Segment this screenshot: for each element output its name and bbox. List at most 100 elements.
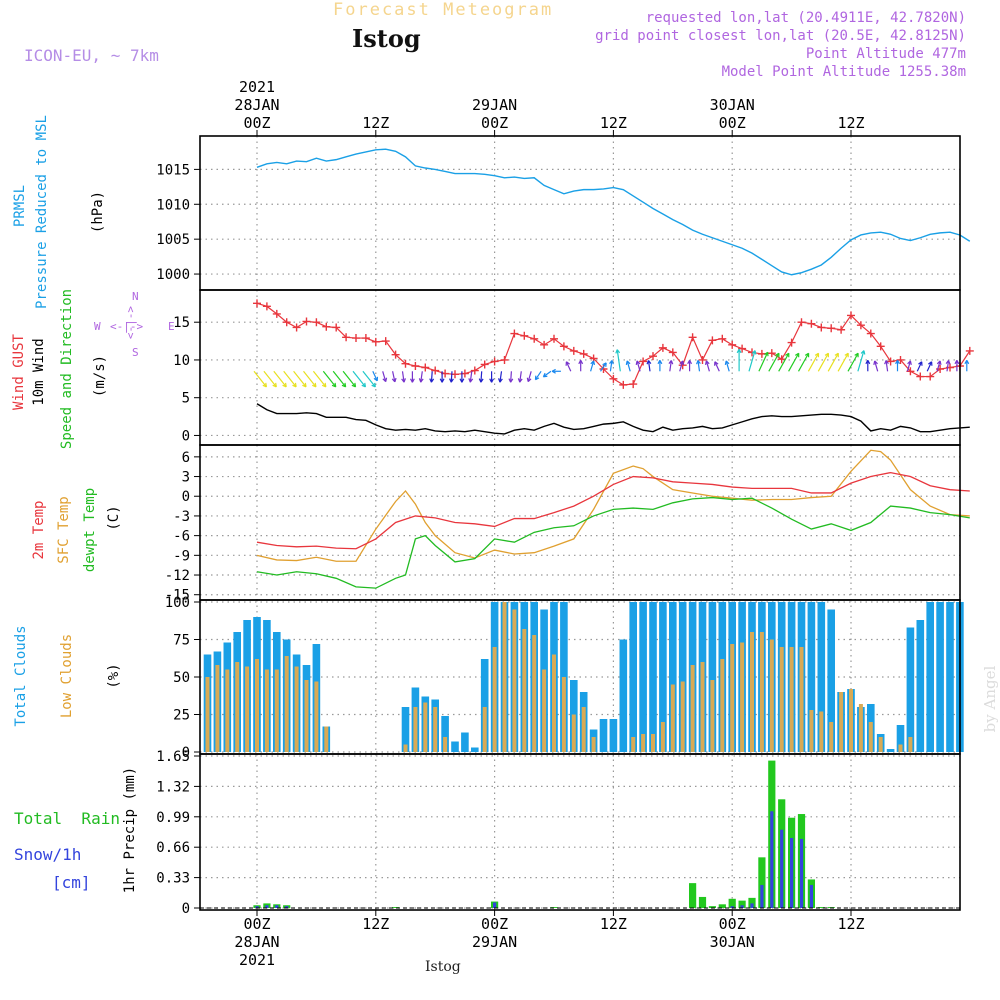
- low-cloud-bar: [235, 662, 240, 752]
- low-cloud-bar: [858, 704, 863, 752]
- wind-arrow: [372, 371, 378, 382]
- wind-gust-point: [916, 372, 925, 381]
- wind-arrow: [450, 371, 453, 383]
- wind-arrow-head: [551, 368, 556, 374]
- low-cloud-bar: [680, 681, 685, 752]
- ytick-label: 50: [173, 670, 190, 686]
- wind-arrow: [322, 370, 337, 388]
- total-cloud-bar: [669, 602, 677, 752]
- wind-arrow: [758, 351, 769, 372]
- low-cloud-bar: [769, 639, 774, 752]
- wind-arrow: [679, 360, 684, 372]
- wind-arrow-head: [609, 360, 614, 365]
- time-label-top: 00Z: [719, 114, 746, 132]
- wind-gust-point: [708, 336, 717, 345]
- wind-gust-point: [876, 342, 885, 351]
- wind-arrow-head: [764, 351, 769, 357]
- ytick-label: 1005: [156, 232, 190, 248]
- total-cloud-bar: [599, 719, 608, 752]
- wind-gust-point: [847, 311, 855, 320]
- low-cloud-bar: [839, 692, 844, 752]
- snow-bar: [740, 905, 744, 908]
- wind-arrow: [510, 371, 512, 383]
- total-cloud-bar: [916, 620, 925, 752]
- wind-arrow-head: [292, 382, 297, 388]
- low-cloud-bar: [274, 669, 279, 752]
- wind-arrow: [263, 370, 277, 388]
- wind-gust-point: [282, 318, 291, 327]
- wind-arrow: [906, 360, 911, 372]
- rain-bar: [738, 900, 746, 908]
- wind-arrow: [936, 360, 941, 372]
- wind-arrow-head: [478, 378, 484, 383]
- low-cloud-bar: [631, 737, 636, 752]
- precip-label-snow: Snow/1h: [14, 845, 82, 864]
- wind-gust-point: [619, 380, 628, 389]
- wind-gust-point: [510, 329, 519, 338]
- low-cloud-bar: [651, 734, 655, 752]
- time-label-top: 12Z: [600, 114, 627, 132]
- snow-bar: [275, 905, 279, 908]
- rain-bar: [817, 907, 825, 908]
- low-cloud-bar: [849, 689, 853, 752]
- low-cloud-bar: [898, 744, 903, 752]
- total-cloud-bar: [936, 602, 944, 752]
- compass-n: N: [132, 290, 139, 303]
- wind-gust-point: [520, 331, 529, 340]
- rain-bar: [708, 906, 716, 908]
- low-cloud-bar: [690, 665, 695, 752]
- wind-gust-point: [807, 319, 816, 328]
- wind-arrow: [636, 360, 641, 372]
- wind-gust-point: [470, 366, 479, 375]
- low-cloud-bar: [571, 714, 576, 752]
- wind-arrow-head: [724, 360, 730, 365]
- total-cloud-bar: [807, 602, 816, 752]
- total-cloud-bar: [629, 602, 637, 752]
- total-cloud-bar: [886, 749, 895, 752]
- ytick-label: 1010: [156, 197, 190, 213]
- wind-arrow: [480, 371, 483, 383]
- time-label-top: 12Z: [362, 114, 389, 132]
- low-cloud-bar: [759, 632, 764, 752]
- rain-bar: [698, 896, 707, 908]
- low-cloud-bar: [502, 602, 507, 752]
- low-cloud-bar: [670, 684, 675, 752]
- wind-gust-point: [381, 337, 390, 346]
- low-cloud-bar: [433, 707, 438, 752]
- time-label-top: 00Z: [243, 114, 270, 132]
- wind-arrow-head: [687, 359, 693, 365]
- wind-arrow-head: [391, 377, 397, 383]
- total-cloud-bar: [639, 602, 647, 752]
- wind-arrow-head: [351, 382, 357, 388]
- ytick-label: 0.33: [156, 871, 190, 887]
- wind-arrow: [817, 352, 829, 372]
- wind-arrow-head: [696, 360, 701, 365]
- wind-gust-point: [312, 318, 321, 327]
- wind-gust-point: [896, 355, 905, 364]
- wind-arrow: [916, 361, 923, 372]
- model-altitude: Model Point Altitude 1255.38m: [721, 64, 966, 80]
- wind-gust-point: [767, 349, 776, 358]
- panel-frame: [199, 289, 961, 446]
- low-cloud-bar: [215, 665, 220, 752]
- wind-arrow: [600, 362, 607, 372]
- wind-arrow-head: [409, 378, 415, 383]
- wind-arrow-head: [341, 382, 347, 388]
- wind-arrow: [382, 371, 387, 382]
- wind-arrow: [946, 360, 950, 372]
- wind-compass: N <-|-> S W <-|-> E: [88, 290, 175, 362]
- wind-arrow-head: [918, 361, 923, 366]
- wind-arrow-head: [312, 382, 317, 388]
- low-cloud-bar: [591, 737, 596, 752]
- wind-gust-point: [866, 329, 875, 338]
- wind-gust-point: [926, 372, 935, 381]
- wind-arrow-head: [401, 378, 406, 383]
- low-cloud-bar: [799, 647, 804, 752]
- snow-bar: [760, 884, 764, 908]
- wind-arrow-head: [954, 359, 960, 365]
- wind-gust-point: [738, 344, 747, 353]
- total-cloud-bar: [659, 602, 667, 752]
- wind-arrow: [293, 370, 307, 388]
- rain-bar: [718, 904, 726, 908]
- wind-arrow: [283, 370, 297, 388]
